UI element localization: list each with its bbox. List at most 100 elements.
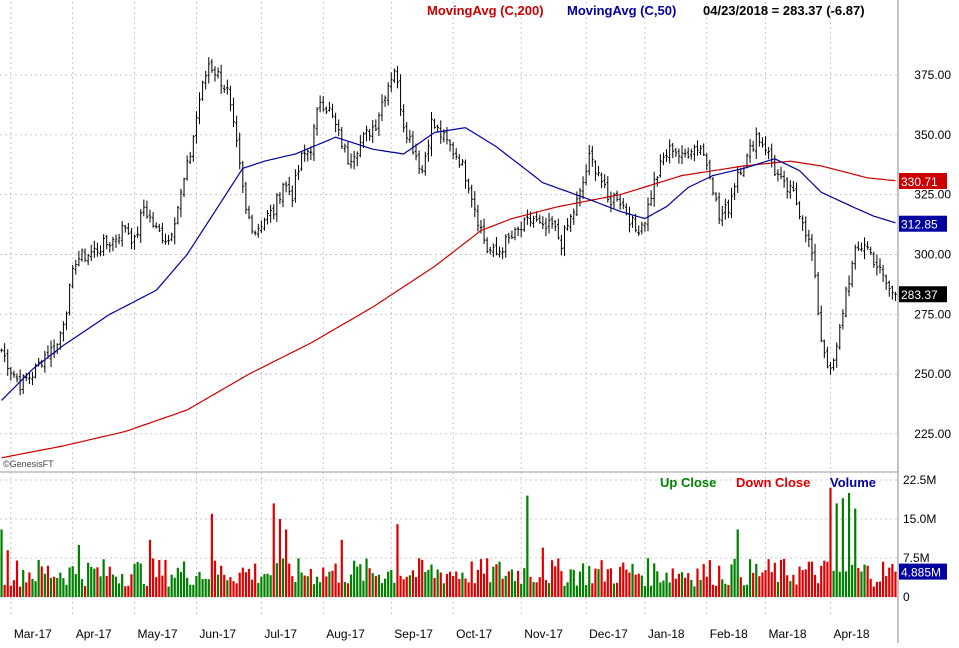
volume-bar-down xyxy=(705,576,708,597)
volume-bar-up xyxy=(56,577,59,597)
volume-bar-down xyxy=(402,579,405,597)
volume-bar-up xyxy=(575,585,578,597)
volume-bar-down xyxy=(702,564,705,597)
volume-bar-up xyxy=(547,583,551,597)
volume-bar-up xyxy=(260,576,263,597)
volume-bar-up xyxy=(99,576,102,597)
volume-bar-up xyxy=(328,571,331,597)
volume-bar-down xyxy=(708,560,711,597)
volume-bar-up xyxy=(281,558,285,597)
volume-bar-up xyxy=(659,582,662,597)
volume-bar-up xyxy=(198,571,201,597)
date-tick-label: Oct-17 xyxy=(456,627,492,641)
volume-bar-down xyxy=(467,582,470,597)
volume-bar-up xyxy=(362,580,365,597)
volume-bar-up xyxy=(87,562,90,597)
volume-bar-up xyxy=(216,574,220,597)
volume-bar-up xyxy=(176,567,179,597)
volume-bar-down xyxy=(374,576,377,597)
volume-bar-down xyxy=(600,560,603,597)
volume-bar-up xyxy=(139,563,142,597)
volume-bar-down xyxy=(152,558,155,597)
volume-bar-up xyxy=(353,560,356,597)
volume-bar-up xyxy=(390,570,393,597)
volume-bar-down xyxy=(40,566,43,597)
volume-bar-up xyxy=(315,576,319,597)
volume-bar-down xyxy=(529,576,532,597)
volume-bar-down xyxy=(213,560,217,597)
volume-bar-up xyxy=(195,575,198,597)
volume-bar-down xyxy=(758,576,761,597)
volume-bar-down xyxy=(164,559,167,597)
volume-bar-up xyxy=(835,503,838,597)
volume-bar-down xyxy=(6,550,9,597)
volume-tick-label: 0 xyxy=(903,590,910,604)
volume-bar-up xyxy=(387,571,390,597)
volume-bar-down xyxy=(331,570,334,597)
volume-bar-down xyxy=(516,570,520,597)
volume-bar-down xyxy=(857,567,860,597)
volume-legend: Volume xyxy=(830,475,876,490)
volume-bar-down xyxy=(495,564,498,597)
volume-bar-up xyxy=(114,576,118,597)
volume-bar-down xyxy=(501,578,504,597)
date-tick-label: May-17 xyxy=(138,627,178,641)
ma50-tag-bg xyxy=(899,215,947,232)
volume-bar-up xyxy=(523,568,526,597)
up-close-legend: Up Close xyxy=(660,475,716,490)
ma50-legend: MovingAvg (C,50) xyxy=(567,3,676,18)
volume-bar-down xyxy=(554,566,557,597)
volume-bar-down xyxy=(807,561,810,597)
volume-bar-down xyxy=(535,582,538,597)
down-close-legend: Down Close xyxy=(736,475,810,490)
volume-bar-down xyxy=(309,569,312,597)
volume-bar-down xyxy=(247,568,251,597)
volume-bar-down xyxy=(83,586,87,597)
volume-bar-up xyxy=(563,585,566,597)
volume-bar-down xyxy=(229,577,232,597)
volume-bar-down xyxy=(594,568,597,597)
price-bars xyxy=(0,57,897,396)
volume-bar-down xyxy=(718,565,721,597)
volume-bar-up xyxy=(80,579,84,597)
volume-bar-down xyxy=(455,571,458,597)
volume-bar-up xyxy=(65,584,68,597)
date-tick-label: Sep-17 xyxy=(394,627,433,641)
volume-bar-down xyxy=(544,580,548,597)
volume-bar-up xyxy=(526,495,529,597)
volume-bar-down xyxy=(53,576,56,597)
volume-bar-down xyxy=(541,547,544,597)
volume-bar-up xyxy=(844,571,848,597)
volume-bar-down xyxy=(220,565,223,597)
volume-bar-up xyxy=(102,559,105,597)
volume-bar-down xyxy=(238,572,241,597)
volume-bar-down xyxy=(19,586,22,597)
volume-bar-up xyxy=(269,575,272,597)
volume-bar-up xyxy=(297,558,300,597)
volume-bar-up xyxy=(121,573,124,597)
volume-bar-down xyxy=(254,563,257,597)
ma200-legend: MovingAvg (C,200) xyxy=(427,3,544,18)
volume-bar-up xyxy=(510,569,514,597)
volume-bar-down xyxy=(148,539,152,597)
volume-bar-up xyxy=(578,571,582,597)
volume-bar-down xyxy=(405,576,408,597)
volume-bar-up xyxy=(189,584,192,597)
ma50-line xyxy=(1,127,896,401)
volume-bar-down xyxy=(687,573,690,597)
volume-bar-up xyxy=(380,583,384,597)
volume-bar-up xyxy=(34,581,37,597)
volume-bar-down xyxy=(476,569,479,597)
volume-bar-up xyxy=(430,564,433,597)
volume-bar-down xyxy=(637,573,640,597)
volume-bar-up xyxy=(585,584,588,597)
volume-bar-down xyxy=(779,559,783,597)
date-tick-label: Apr-18 xyxy=(833,627,869,641)
volume-bar-up xyxy=(733,558,736,597)
volume-bar-down xyxy=(464,578,467,597)
volume-bar-up xyxy=(182,561,186,597)
volume-bar-down xyxy=(414,577,418,597)
volume-bar-up xyxy=(736,529,739,597)
volume-bar-down xyxy=(804,569,807,597)
